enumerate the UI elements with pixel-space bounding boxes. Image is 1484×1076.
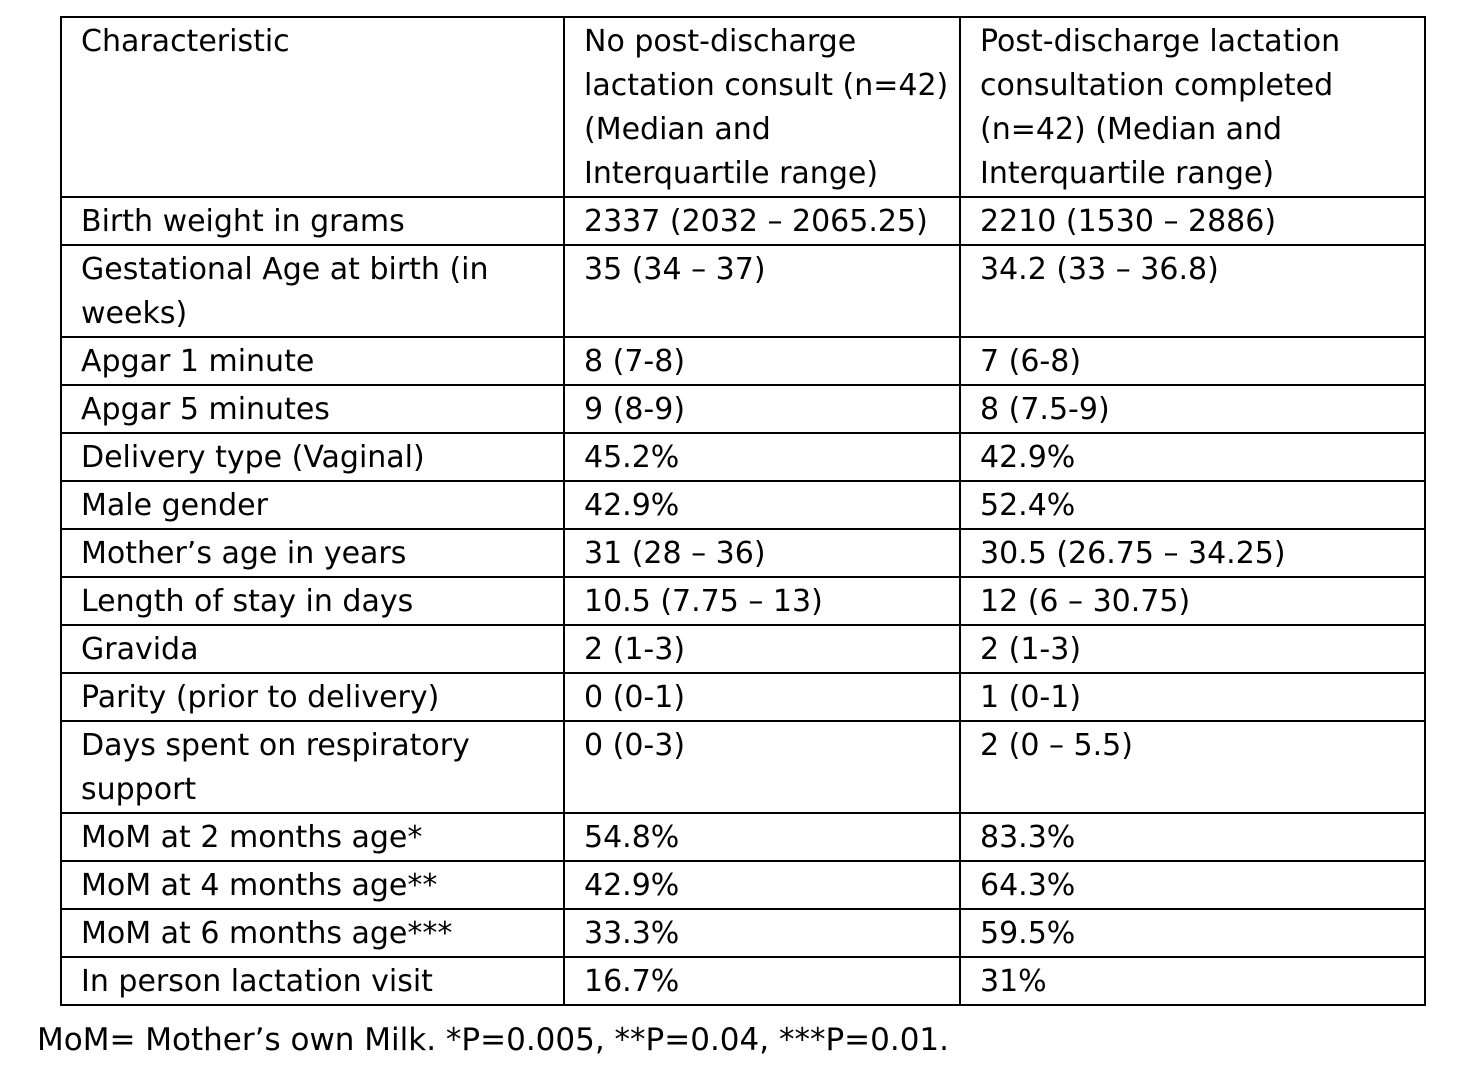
table-row: MoM at 4 months age** 42.9% 64.3% [60,860,1426,910]
header-consult-completed-text: Post-discharge lactation consultation co… [980,24,1341,191]
no-consult-value: 0 (0-3) [563,720,961,814]
table-row: Gravida 2 (1-3) 2 (1-3) [60,624,1426,674]
row-label: MoM at 2 months age* [60,812,565,862]
consult-completed-value: 31% [959,956,1426,1006]
no-consult-value: 42.9% [563,480,961,530]
table-row: Gestational Age at birth (in weeks) 35 (… [60,244,1426,338]
consult-completed-value: 7 (6-8) [959,336,1426,386]
no-consult-value: 16.7% [563,956,961,1006]
table-row: In person lactation visit 16.7% 31% [60,956,1426,1006]
row-label: Gravida [60,624,565,674]
row-label: Parity (prior to delivery) [60,672,565,722]
consult-completed-value: 64.3% [959,860,1426,910]
table-row: MoM at 6 months age*** 33.3% 59.5% [60,908,1426,958]
table-row: Birth weight in grams 2337 (2032 – 2065.… [60,196,1426,246]
no-consult-value: 31 (28 – 36) [563,528,961,578]
table-footnote: MoM= Mother’s own Milk. *P=0.005, **P=0.… [37,1022,950,1058]
consult-completed-value: 83.3% [959,812,1426,862]
row-label: Days spent on respiratory support [60,720,565,814]
no-consult-value: 9 (8-9) [563,384,961,434]
consult-completed-value: 42.9% [959,432,1426,482]
row-label: Apgar 5 minutes [60,384,565,434]
table-row: Mother’s age in years 31 (28 – 36) 30.5 … [60,528,1426,578]
no-consult-value: 45.2% [563,432,961,482]
consult-completed-value: 34.2 (33 – 36.8) [959,244,1426,338]
consult-completed-value: 59.5% [959,908,1426,958]
no-consult-value: 54.8% [563,812,961,862]
consult-completed-value: 2210 (1530 – 2886) [959,196,1426,246]
no-consult-value: 0 (0-1) [563,672,961,722]
no-consult-value: 2337 (2032 – 2065.25) [563,196,961,246]
row-label: Male gender [60,480,565,530]
row-label: Length of stay in days [60,576,565,626]
table-row: Delivery type (Vaginal) 45.2% 42.9% [60,432,1426,482]
consult-completed-value: 1 (0-1) [959,672,1426,722]
no-consult-value: 10.5 (7.75 – 13) [563,576,961,626]
table-row: Apgar 5 minutes 9 (8-9) 8 (7.5-9) [60,384,1426,434]
no-consult-value: 42.9% [563,860,961,910]
characteristics-table-container: Characteristic No post-discharge lactati… [60,16,1426,1006]
no-consult-value: 33.3% [563,908,961,958]
row-label: In person lactation visit [60,956,565,1006]
consult-completed-value: 2 (0 – 5.5) [959,720,1426,814]
no-consult-value: 35 (34 – 37) [563,244,961,338]
header-characteristic-text: Characteristic [81,24,290,59]
no-consult-value: 8 (7-8) [563,336,961,386]
table-body: Characteristic No post-discharge lactati… [60,16,1426,1006]
table-row: MoM at 2 months age* 54.8% 83.3% [60,812,1426,862]
row-label: Apgar 1 minute [60,336,565,386]
row-label: Birth weight in grams [60,196,565,246]
table-row: Apgar 1 minute 8 (7-8) 7 (6-8) [60,336,1426,386]
table-row: Parity (prior to delivery) 0 (0-1) 1 (0-… [60,672,1426,722]
consult-completed-value: 2 (1-3) [959,624,1426,674]
row-label: MoM at 4 months age** [60,860,565,910]
characteristics-table: Characteristic No post-discharge lactati… [60,16,1426,1006]
header-no-consult-text: No post-discharge lactation consult (n=4… [584,24,949,191]
table-row: Male gender 42.9% 52.4% [60,480,1426,530]
header-no-consult: No post-discharge lactation consult (n=4… [563,16,961,198]
row-label: Mother’s age in years [60,528,565,578]
row-label: Delivery type (Vaginal) [60,432,565,482]
consult-completed-value: 30.5 (26.75 – 34.25) [959,528,1426,578]
no-consult-value: 2 (1-3) [563,624,961,674]
header-row: Characteristic No post-discharge lactati… [60,16,1426,198]
header-consult-completed: Post-discharge lactation consultation co… [959,16,1426,198]
consult-completed-value: 8 (7.5-9) [959,384,1426,434]
consult-completed-value: 12 (6 – 30.75) [959,576,1426,626]
table-row: Days spent on respiratory support 0 (0-3… [60,720,1426,814]
consult-completed-value: 52.4% [959,480,1426,530]
row-label: MoM at 6 months age*** [60,908,565,958]
header-characteristic: Characteristic [60,16,565,198]
row-label: Gestational Age at birth (in weeks) [60,244,565,338]
table-row: Length of stay in days 10.5 (7.75 – 13) … [60,576,1426,626]
